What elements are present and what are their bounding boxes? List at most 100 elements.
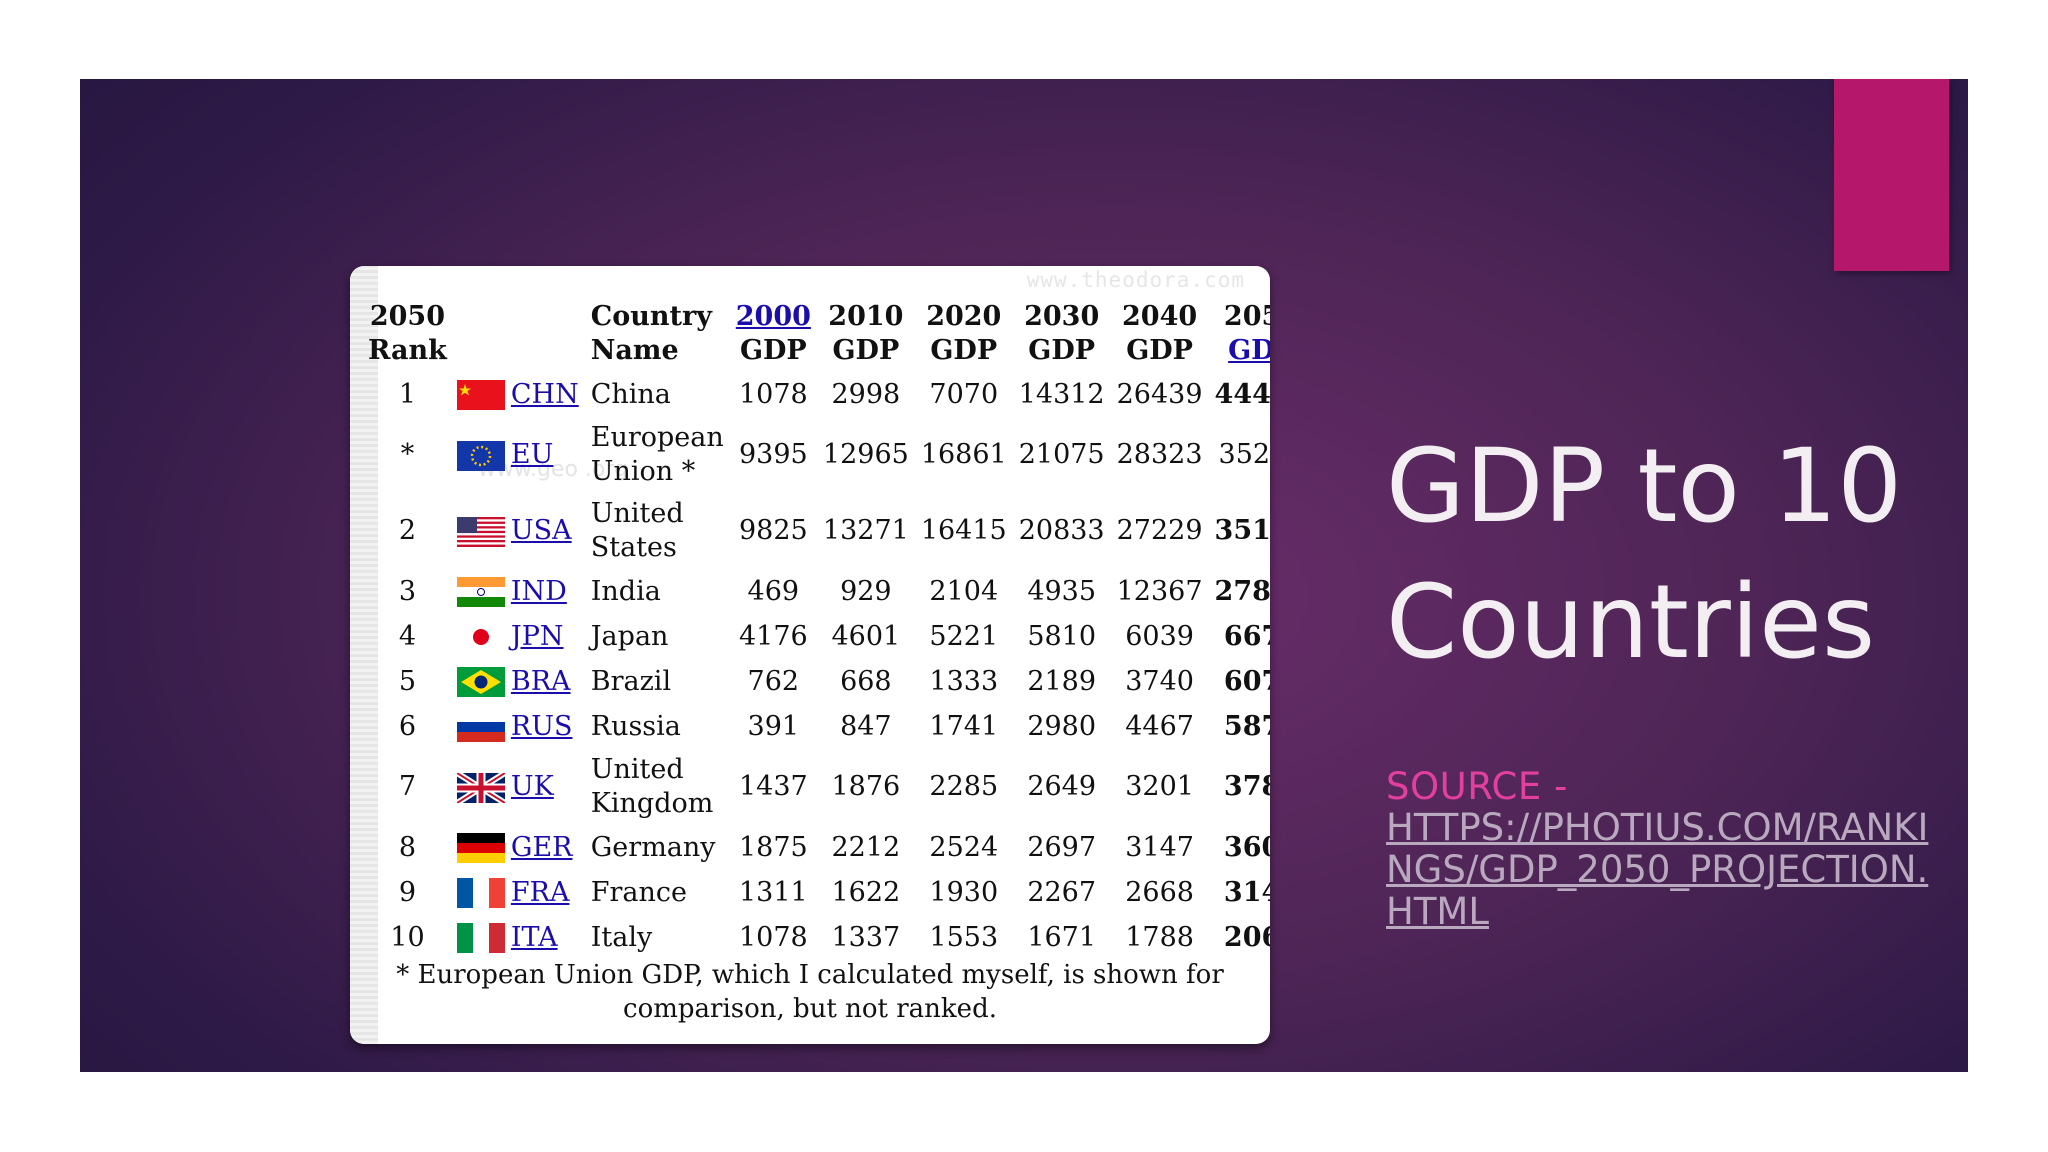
- rank-cell: 10: [390, 921, 425, 953]
- russia-flag-icon: [456, 712, 505, 742]
- table-row: * EU European Union * 9395 12965 16861 21075 283…: [362, 417, 1270, 493]
- gdp-cell: 2104: [929, 575, 999, 607]
- flag-cell: [453, 870, 509, 915]
- flag-cell: [453, 659, 509, 704]
- gdp-cell: 5221: [929, 620, 999, 652]
- gdp-cell: 26439: [1116, 378, 1203, 410]
- header-2000-gdp[interactable]: 2000 GDP: [735, 301, 811, 366]
- brazil-flag-icon: [456, 667, 505, 697]
- table-row: 6 RUS Russia 391 847 1741 2980 4467 5870: [362, 704, 1270, 749]
- country-name-cell: India: [590, 575, 661, 607]
- table-row: 1 CHN China 1078 2998 7070 14312 26439 44453: [362, 372, 1270, 417]
- gdp-cell: 27229: [1116, 515, 1203, 546]
- gdp-cell: 2998: [831, 378, 901, 410]
- gdp-cell: 847: [840, 710, 892, 742]
- sort-link-2050-gdp[interactable]: GDP: [1228, 335, 1270, 366]
- gdp-cell: 6039: [1125, 620, 1194, 652]
- gdp-cell: 6673: [1223, 620, 1270, 652]
- country-code-link[interactable]: GER: [510, 831, 573, 863]
- table-body: 1CHNChina107829987070143122643944453*EUE…: [362, 372, 1270, 960]
- country-code-cell[interactable]: JPN: [509, 614, 585, 659]
- gdp-cell: 3603: [1223, 831, 1270, 863]
- header-2020-gdp: 2020 GDP: [926, 301, 1002, 366]
- footnote: * European Union GDP, which I calculated…: [396, 960, 1224, 1024]
- country-code-link[interactable]: RUS: [510, 710, 573, 742]
- header-rank: 2050 Rank: [368, 301, 447, 366]
- country-code-cell[interactable]: FRA: [509, 870, 585, 915]
- gdp-cell: 929: [840, 575, 892, 607]
- source-label: SOURCE -: [1386, 765, 1568, 808]
- country-code-link[interactable]: USA: [510, 515, 572, 546]
- sort-link-2000[interactable]: 2000: [735, 301, 811, 332]
- source-link[interactable]: HTTPS://PHOTIUS.COM/RANKINGS/GDP_2050_PR…: [1386, 806, 1929, 933]
- country-code-link[interactable]: EU: [510, 439, 554, 470]
- flag-cell: [453, 614, 509, 659]
- gdp-cell: 4176: [738, 620, 808, 652]
- table-row: 3 IND India 469 929 2104 4935 12367 27803: [362, 569, 1270, 614]
- country-code-cell[interactable]: USA: [509, 493, 585, 569]
- country-code-cell[interactable]: CHN: [509, 372, 585, 417]
- gdp-cell: 4467: [1125, 710, 1194, 742]
- country-name-cell: European Union *: [590, 422, 724, 487]
- gdp-cell: 13271: [822, 515, 909, 546]
- country-name-cell: Italy: [590, 921, 653, 953]
- country-name-cell: United States: [590, 498, 684, 563]
- country-code-link[interactable]: ITA: [510, 921, 558, 953]
- gdp-cell: 3147: [1125, 831, 1194, 863]
- country-code-link[interactable]: CHN: [510, 378, 579, 410]
- gdp-cell: 35288: [1218, 439, 1270, 470]
- gdp-cell: 3782: [1223, 771, 1270, 802]
- country-name-cell: Russia: [590, 710, 681, 742]
- table-row: 9 FRA France 1311 1622 1930 2267 2668 3148: [362, 870, 1270, 915]
- gdp-cell: 5870: [1223, 710, 1270, 742]
- header-2040-gdp: 2040 GDP: [1122, 301, 1198, 366]
- flag-cell: [453, 569, 509, 614]
- table-row: 2 USA United States 9825 13271 16415 20833 27229…: [362, 493, 1270, 569]
- gdp-cell: 3201: [1125, 771, 1194, 802]
- table-row: 4 JPN Japan 4176 4601 5221 5810 6039 6673: [362, 614, 1270, 659]
- country-code-cell[interactable]: BRA: [509, 659, 585, 704]
- table-row: 10 ITA Italy 1078 1337 1553 1671 1788 2061: [362, 915, 1270, 960]
- gdp-cell: 3740: [1125, 665, 1194, 697]
- country-code-link[interactable]: JPN: [510, 620, 564, 652]
- country-code-link[interactable]: FRA: [510, 876, 570, 908]
- country-code-cell[interactable]: UK: [509, 749, 585, 825]
- gdp-cell: 1875: [738, 831, 808, 863]
- gdp-cell: 14312: [1018, 378, 1105, 410]
- gdp-cell: 1333: [929, 665, 999, 697]
- gdp-cell: 4601: [831, 620, 901, 652]
- eu-flag-icon: [456, 440, 505, 471]
- country-code-cell[interactable]: RUS: [509, 704, 585, 749]
- country-name-cell: China: [590, 378, 671, 410]
- rank-cell: 4: [398, 620, 417, 652]
- country-code-cell[interactable]: EU: [509, 417, 585, 493]
- gdp-cell: 1622: [831, 876, 901, 908]
- flag-cell: [453, 704, 509, 749]
- country-code-link[interactable]: IND: [510, 575, 567, 607]
- usa-flag-icon: [456, 516, 505, 547]
- gdp-cell: 12367: [1116, 575, 1203, 607]
- country-code-link[interactable]: UK: [510, 771, 554, 802]
- flag-cell: [453, 749, 509, 825]
- header-2030-gdp: 2030 GDP: [1024, 301, 1100, 366]
- gdp-cell: 12965: [822, 439, 909, 470]
- country-code-cell[interactable]: GER: [509, 825, 585, 870]
- gdp-cell: 1337: [831, 921, 901, 953]
- accent-tab: [1834, 79, 1949, 271]
- country-code-link[interactable]: BRA: [510, 665, 571, 697]
- watermark-top: www.theodora.com: [1026, 268, 1245, 292]
- country-code-cell[interactable]: IND: [509, 569, 585, 614]
- gdp-cell: 44453: [1214, 378, 1270, 410]
- country-code-cell[interactable]: ITA: [509, 915, 585, 960]
- gdp-cell: 1671: [1027, 921, 1097, 953]
- gdp-cell: 1876: [831, 771, 901, 802]
- flag-cell: [453, 417, 509, 493]
- china-flag-icon: [456, 380, 505, 410]
- gdp-cell: 2212: [831, 831, 901, 863]
- gdp-cell: 1078: [738, 378, 808, 410]
- header-2050-gdp[interactable]: 2050GDP: [1209, 300, 1270, 372]
- gdp-cell: 1437: [738, 771, 808, 802]
- gdp-cell: 1930: [929, 876, 999, 908]
- gdp-cell: 20833: [1018, 515, 1105, 546]
